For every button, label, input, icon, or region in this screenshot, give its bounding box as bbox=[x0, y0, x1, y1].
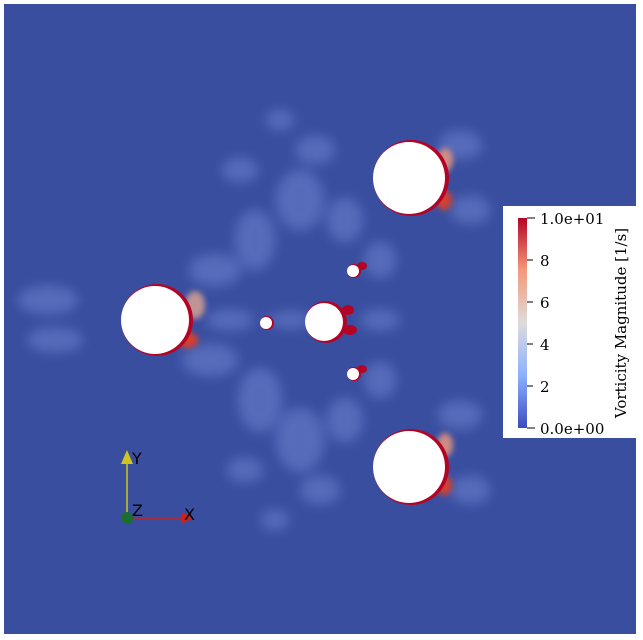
colorbar: 1.0e+01 8 6 4 2 0.0e+00 Vorticity Magnit… bbox=[503, 206, 636, 438]
orientation-axes: X Y Z bbox=[121, 449, 195, 524]
colorbar-ramp bbox=[518, 218, 527, 428]
cylinder-tiny-bottom bbox=[347, 365, 367, 381]
colorbar-tick-4: 4 bbox=[540, 336, 550, 354]
cylinder-tiny-top bbox=[347, 262, 367, 278]
colorbar-tick-2: 2 bbox=[540, 378, 550, 396]
z-axis-label: Z bbox=[132, 501, 143, 520]
y-axis-arrow-icon bbox=[121, 450, 133, 464]
cylinder-bottom bbox=[373, 429, 453, 505]
x-axis-arrow-icon bbox=[181, 512, 194, 524]
colorbar-tick-8: 8 bbox=[540, 252, 550, 270]
colorbar-tick-min: 0.0e+00 bbox=[540, 420, 604, 438]
colorbar-title: Vorticity Magnitude [1/s] bbox=[612, 228, 630, 419]
cylinder-top bbox=[373, 140, 453, 216]
colorbar-tick-6: 6 bbox=[540, 294, 550, 312]
z-axis-dot-icon bbox=[121, 512, 133, 524]
cylinder-front bbox=[121, 284, 205, 356]
colorbar-ticks bbox=[527, 217, 535, 429]
cylinder-tiny-left bbox=[260, 316, 274, 330]
cylinder-center bbox=[305, 301, 357, 343]
x-axis-label: X bbox=[184, 505, 195, 524]
vortex-wake bbox=[18, 110, 490, 530]
y-axis-label: Y bbox=[131, 449, 142, 468]
colorbar-tick-max: 1.0e+01 bbox=[540, 210, 604, 228]
